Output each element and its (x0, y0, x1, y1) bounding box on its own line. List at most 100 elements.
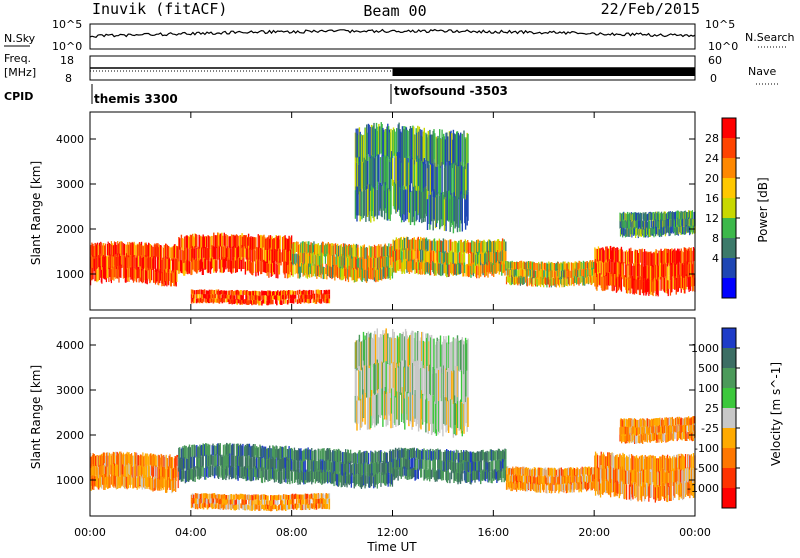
data-cell (220, 443, 221, 454)
data-cell (189, 262, 190, 274)
data-cell (381, 186, 382, 217)
data-cell (163, 478, 164, 490)
data-cell (410, 192, 411, 225)
data-cell (180, 247, 181, 259)
data-cell (675, 212, 676, 220)
data-cell (377, 190, 378, 219)
data-cell (428, 165, 429, 195)
data-cell (310, 450, 311, 461)
data-cell (186, 446, 187, 458)
data-cell (427, 239, 428, 251)
data-cell (367, 270, 368, 281)
data-cell (134, 255, 135, 267)
data-cell (281, 471, 282, 483)
data-cell (212, 465, 213, 476)
data-cell (219, 466, 220, 477)
data-cell (175, 456, 176, 468)
data-cell (682, 211, 683, 218)
data-cell (330, 255, 331, 267)
data-cell (191, 457, 192, 469)
data-cell (272, 300, 274, 304)
data-cell (175, 245, 176, 258)
data-cell (311, 266, 312, 278)
data-cell (375, 187, 376, 216)
data-cell (534, 263, 535, 270)
data-cell (453, 252, 454, 264)
data-cell (329, 499, 331, 504)
cpid-mode-2: twofsound -3503 (394, 84, 508, 98)
data-cell (651, 213, 652, 221)
data-cell (169, 257, 170, 269)
freq-top-tick: 18 (60, 54, 74, 67)
data-cell (276, 264, 277, 278)
data-cell (194, 294, 196, 298)
data-cell (111, 454, 112, 465)
data-cell (253, 261, 254, 273)
data-cell (599, 249, 600, 261)
data-cell (161, 247, 162, 260)
data-cell (98, 245, 99, 257)
data-cell (225, 234, 226, 246)
data-cell (280, 236, 281, 250)
data-cell (318, 243, 319, 254)
data-cell (132, 255, 133, 268)
data-cell (691, 251, 692, 263)
data-cell (577, 270, 578, 277)
data-cell (285, 446, 286, 458)
data-cell (254, 249, 255, 261)
data-cell (205, 258, 206, 269)
data-cell (411, 156, 412, 184)
data-cell (276, 301, 278, 306)
data-cell (258, 468, 259, 479)
data-cell (306, 244, 307, 254)
data-cell (279, 263, 280, 275)
noise-panel-frame (90, 24, 695, 49)
data-cell (439, 251, 440, 263)
data-cell (431, 470, 432, 479)
data-cell (274, 262, 275, 274)
data-cell (566, 279, 567, 287)
data-cell (224, 299, 226, 303)
data-cell (206, 236, 207, 247)
data-cell (159, 458, 160, 469)
data-cell (524, 269, 525, 276)
data-cell (446, 240, 447, 252)
data-cell (280, 252, 281, 265)
data-cell (651, 221, 652, 228)
data-cell (278, 495, 280, 500)
data-cell (391, 257, 392, 268)
data-cell (434, 251, 435, 264)
data-cell (444, 240, 445, 251)
data-cell (93, 268, 94, 280)
data-cell (609, 259, 610, 272)
data-cell (155, 455, 156, 467)
data-cell (559, 280, 560, 288)
data-cell (340, 451, 341, 462)
data-cell (220, 294, 222, 298)
data-cell (626, 265, 627, 279)
data-cell (422, 459, 423, 469)
data-cell (215, 294, 217, 298)
data-cell (330, 450, 331, 461)
data-cell (407, 131, 408, 158)
data-cell (553, 263, 554, 271)
data-cell (647, 214, 648, 221)
data-cell (518, 269, 519, 276)
y-tick-label: 1000 (56, 268, 84, 281)
data-cell (314, 294, 316, 298)
data-cell (615, 248, 616, 261)
data-cell (300, 266, 301, 277)
data-cell (641, 213, 642, 221)
data-cell (335, 243, 336, 254)
data-cell (671, 278, 672, 293)
data-cell (96, 269, 97, 282)
data-cell (203, 298, 205, 302)
data-cell (375, 158, 376, 187)
data-cell (651, 253, 652, 266)
data-cell (461, 252, 462, 264)
noise-sky-trace (90, 30, 695, 38)
data-cell (450, 239, 451, 250)
data-cell (153, 256, 154, 269)
data-cell (238, 505, 240, 510)
data-cell (156, 467, 157, 478)
